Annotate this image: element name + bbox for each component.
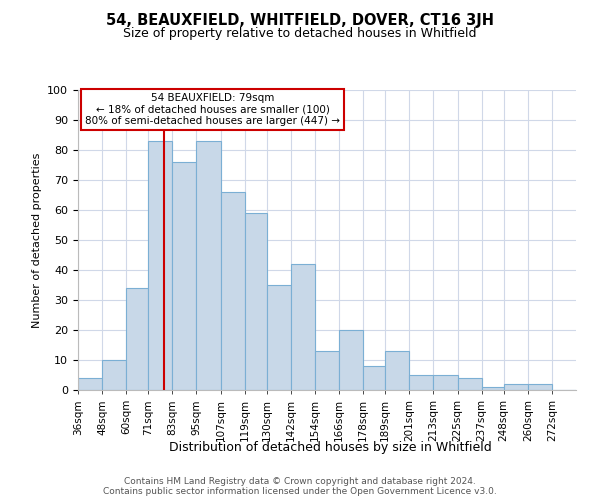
Text: 54 BEAUXFIELD: 79sqm
← 18% of detached houses are smaller (100)
80% of semi-deta: 54 BEAUXFIELD: 79sqm ← 18% of detached h… bbox=[85, 93, 340, 126]
Bar bbox=[126, 288, 148, 390]
Bar bbox=[78, 378, 102, 390]
Bar bbox=[482, 387, 504, 390]
Bar bbox=[315, 351, 339, 390]
Bar bbox=[385, 351, 409, 390]
Bar bbox=[458, 378, 482, 390]
Bar bbox=[504, 384, 528, 390]
Bar bbox=[172, 162, 196, 390]
Bar bbox=[363, 366, 385, 390]
Text: Contains public sector information licensed under the Open Government Licence v3: Contains public sector information licen… bbox=[103, 486, 497, 496]
Bar bbox=[221, 192, 245, 390]
Bar bbox=[433, 375, 458, 390]
Text: Distribution of detached houses by size in Whitfield: Distribution of detached houses by size … bbox=[169, 441, 491, 454]
Bar bbox=[245, 213, 267, 390]
Text: 54, BEAUXFIELD, WHITFIELD, DOVER, CT16 3JH: 54, BEAUXFIELD, WHITFIELD, DOVER, CT16 3… bbox=[106, 12, 494, 28]
Bar bbox=[196, 141, 221, 390]
Bar bbox=[148, 141, 172, 390]
Y-axis label: Number of detached properties: Number of detached properties bbox=[32, 152, 42, 328]
Text: Contains HM Land Registry data © Crown copyright and database right 2024.: Contains HM Land Registry data © Crown c… bbox=[124, 476, 476, 486]
Bar bbox=[339, 330, 363, 390]
Bar bbox=[102, 360, 126, 390]
Bar bbox=[267, 285, 291, 390]
Bar bbox=[291, 264, 315, 390]
Text: Size of property relative to detached houses in Whitfield: Size of property relative to detached ho… bbox=[123, 28, 477, 40]
Bar bbox=[409, 375, 433, 390]
Bar bbox=[528, 384, 552, 390]
